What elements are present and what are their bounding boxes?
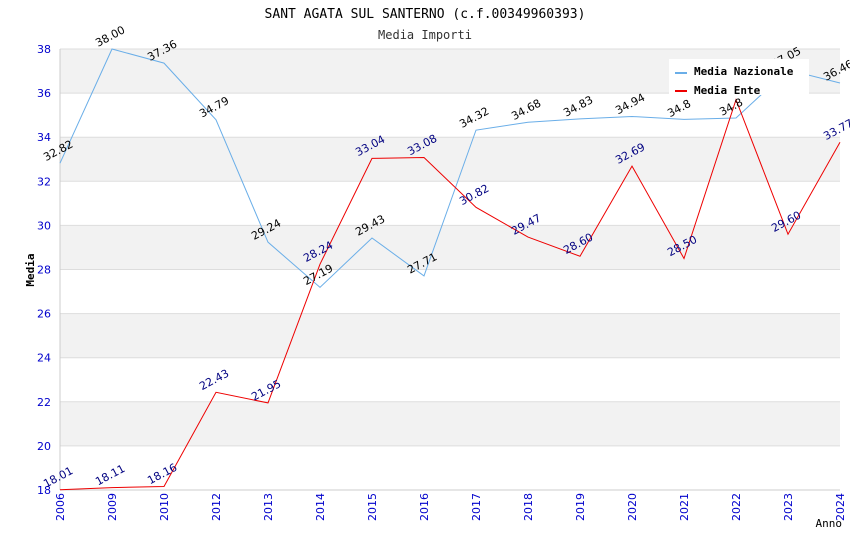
y-tick-label: 28 xyxy=(37,264,51,277)
grid-lines xyxy=(59,48,840,491)
y-axis-title: Media xyxy=(24,253,37,286)
y-tick-label: 34 xyxy=(37,131,51,144)
x-tick-label: 2019 xyxy=(574,493,587,521)
x-tick-label: 2021 xyxy=(678,493,691,521)
grid-bands xyxy=(60,49,840,446)
x-tick-label: 2012 xyxy=(210,493,223,521)
y-tick-label: 18 xyxy=(37,484,51,497)
y-tick-label: 22 xyxy=(37,396,51,409)
x-tick-label: 2016 xyxy=(418,493,431,521)
data-label: 22.43 xyxy=(197,367,231,393)
x-tick-label: 2014 xyxy=(314,493,327,521)
legend-label-media-nazionale: Media Nazionale xyxy=(694,65,794,78)
data-label: 18.11 xyxy=(93,462,127,488)
data-label: 34.68 xyxy=(509,97,543,123)
data-label: 21.95 xyxy=(249,377,283,403)
x-tick-label: 2017 xyxy=(470,493,483,521)
legend-box xyxy=(669,59,809,95)
y-tick-label: 32 xyxy=(37,175,51,188)
data-label: 18.16 xyxy=(145,461,179,487)
y-tick-label: 36 xyxy=(37,87,51,100)
legend-label-media-ente: Media Ente xyxy=(694,84,761,97)
data-label: 38.00 xyxy=(93,23,127,49)
data-label: 34.94 xyxy=(613,91,647,117)
x-tick-label: 2015 xyxy=(366,493,379,521)
x-tick-label: 2020 xyxy=(626,493,639,521)
x-tick-label: 2023 xyxy=(782,493,795,521)
x-tick-label: 2006 xyxy=(54,493,67,521)
x-tick-label: 2022 xyxy=(730,493,743,521)
data-label: 34.83 xyxy=(561,93,595,119)
data-label: 18.01 xyxy=(41,464,75,490)
legend: Media Nazionale Media Ente xyxy=(669,59,809,97)
data-label: 34.32 xyxy=(457,105,491,131)
chart-title: SANT AGATA SUL SANTERNO (c.f.00349960393… xyxy=(265,7,586,22)
grid-band xyxy=(60,225,840,270)
y-tick-label: 20 xyxy=(37,440,51,453)
x-tick-label: 2024 xyxy=(834,493,847,521)
grid-band xyxy=(60,137,840,182)
series-line-media-nazionale xyxy=(59,48,841,289)
y-tick-label: 38 xyxy=(37,43,51,56)
x-tick-label: 2018 xyxy=(522,493,535,521)
x-axis-title: Anno xyxy=(816,517,843,530)
grid-band xyxy=(60,313,840,358)
series-line-media-ente xyxy=(59,98,841,491)
data-label: 34.79 xyxy=(197,94,231,120)
data-label: 30.82 xyxy=(457,182,491,208)
chart-subtitle: Media Importi xyxy=(378,28,472,42)
x-tick-label: 2009 xyxy=(106,493,119,521)
y-axis-ticks: 18 20 22 24 26 28 30 32 34 36 38 xyxy=(37,43,51,497)
series-lines xyxy=(59,48,841,491)
x-tick-label: 2013 xyxy=(262,493,275,521)
x-tick-label: 2010 xyxy=(158,493,171,521)
grid-band xyxy=(60,401,840,446)
data-label: 34.8 xyxy=(665,97,693,120)
y-tick-label: 30 xyxy=(37,219,51,232)
y-tick-label: 26 xyxy=(37,308,51,321)
x-axis-ticks: 2006 2009 2010 2012 2013 2014 2015 2016 2017 2018… xyxy=(54,493,847,521)
y-tick-label: 24 xyxy=(37,352,51,365)
